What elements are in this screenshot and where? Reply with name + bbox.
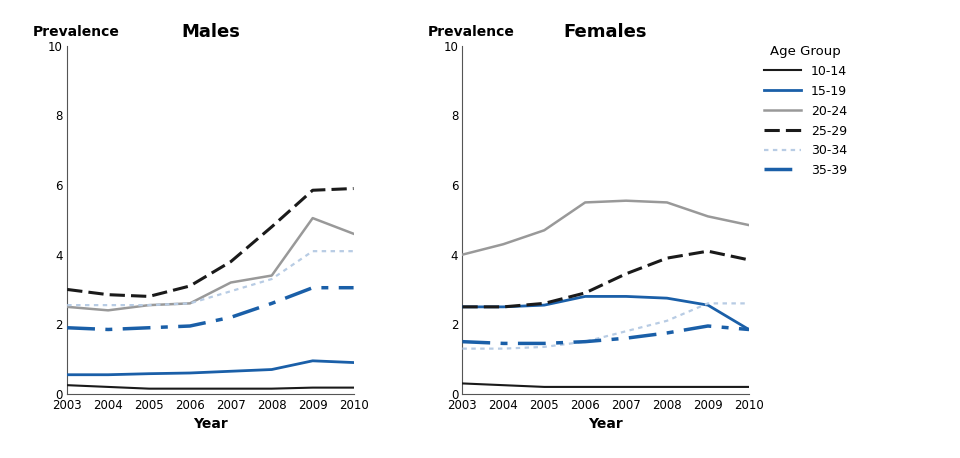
Legend: 10-14, 15-19, 20-24, 25-29, 30-34, 35-39: 10-14, 15-19, 20-24, 25-29, 30-34, 35-39: [763, 45, 848, 177]
Text: Prevalence: Prevalence: [33, 25, 120, 39]
Title: Males: Males: [180, 23, 240, 42]
X-axis label: Year: Year: [193, 417, 228, 431]
Text: Prevalence: Prevalence: [428, 25, 515, 39]
Title: Females: Females: [564, 23, 647, 42]
X-axis label: Year: Year: [588, 417, 623, 431]
